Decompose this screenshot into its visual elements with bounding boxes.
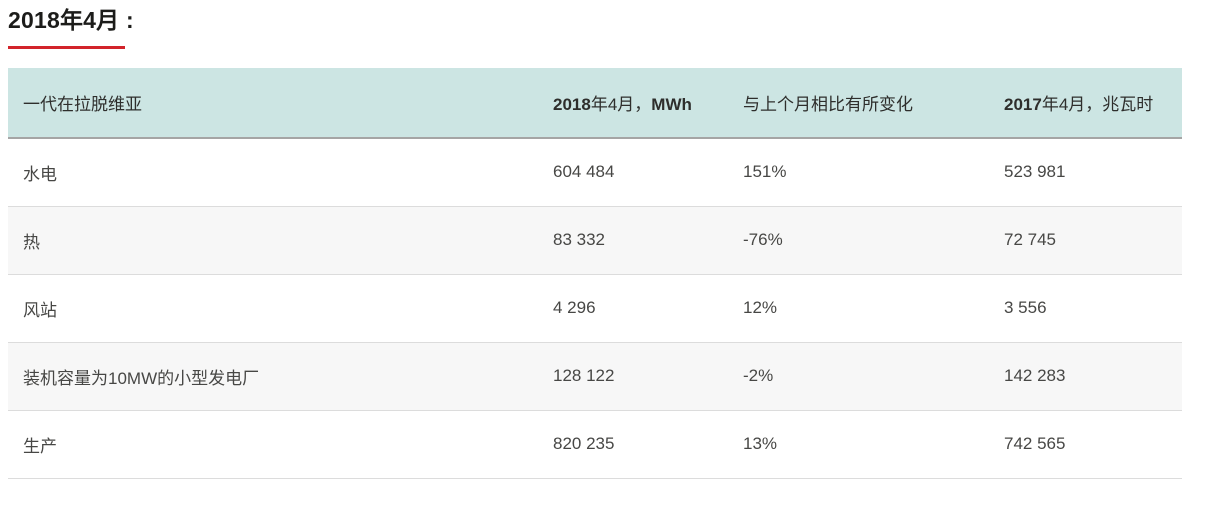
generation-table: 一代在拉脱维亚 2018年4月，MWh 与上个月相比有所变化 2017年4月，兆… [8,68,1182,479]
change-percent: 12% [743,274,1004,343]
change-percent: -76% [743,206,1004,275]
table-header-row: 一代在拉脱维亚 2018年4月，MWh 与上个月相比有所变化 2017年4月，兆… [8,68,1182,139]
change-percent: 13% [743,410,1004,479]
col-header-change: 与上个月相比有所变化 [743,68,1004,139]
value-2017: 142 283 [1004,342,1182,411]
col-header-2017-rest: 年4月，兆瓦时 [1041,95,1154,114]
title-underline-accent [8,46,125,49]
value-2017: 742 565 [1004,410,1182,479]
row-label: 风站 [8,274,553,343]
col-header-change-label: 与上个月相比有所变化 [743,95,913,114]
col-header-2018-mid: 年4月， [590,95,652,114]
table-row: 热 83 332 -76% 72 745 [8,206,1182,275]
table-row: 生产 820 235 13% 742 565 [8,410,1182,479]
col-header-2017-year: 2017 [1004,95,1042,114]
col-header-2017-mwh: 2017年4月，兆瓦时 [1004,68,1182,139]
change-percent: 151% [743,138,1004,207]
row-label: 生产 [8,410,553,479]
col-header-2018-year: 2018 [553,95,591,114]
value-2018: 4 296 [553,274,743,343]
value-2018: 820 235 [553,410,743,479]
change-percent: -2% [743,342,1004,411]
page-title: 2018年4月 : [8,7,134,33]
value-2017: 523 981 [1004,138,1182,207]
row-label: 热 [8,206,553,275]
table-row: 装机容量为10MW的小型发电厂 128 122 -2% 142 283 [8,342,1182,411]
row-label: 水电 [8,138,553,207]
page: 2018年4月 : 一代在拉脱维亚 2018年4月，MWh 与上个月相比有所变化… [8,7,1182,479]
table-row: 风站 4 296 12% 3 556 [8,274,1182,343]
table-row: 水电 604 484 151% 523 981 [8,138,1182,207]
value-2017: 72 745 [1004,206,1182,275]
value-2018: 128 122 [553,342,743,411]
value-2018: 83 332 [553,206,743,275]
value-2018: 604 484 [553,138,743,207]
row-label: 装机容量为10MW的小型发电厂 [8,342,553,411]
col-header-2018-unit: MWh [651,95,692,114]
col-header-generation: 一代在拉脱维亚 [8,68,553,139]
col-header-generation-label: 一代在拉脱维亚 [23,95,142,114]
value-2017: 3 556 [1004,274,1182,343]
col-header-2018-mwh: 2018年4月，MWh [553,68,743,139]
